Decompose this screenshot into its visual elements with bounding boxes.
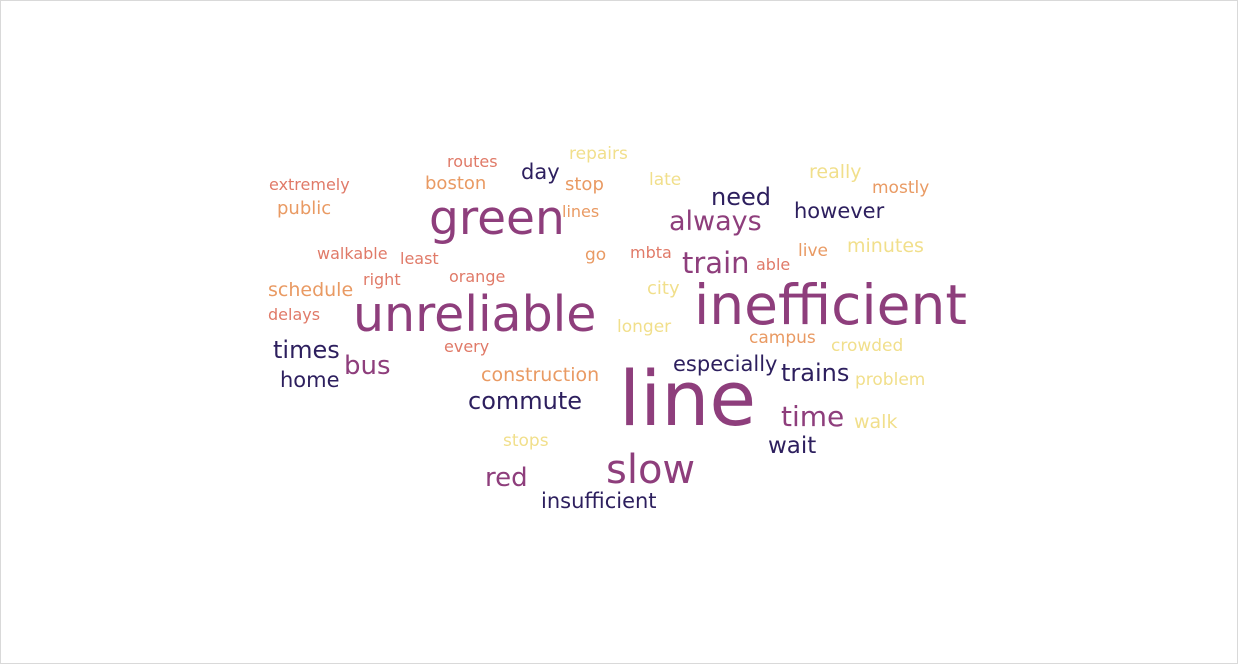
word-lines: lines <box>562 202 600 221</box>
word-need: need <box>711 183 771 211</box>
word-really: really <box>809 161 862 183</box>
word-inefficient: inefficient <box>694 273 967 337</box>
word-able: able <box>756 255 791 274</box>
word-crowded: crowded <box>831 336 904 356</box>
word-city: city <box>647 278 680 299</box>
word-longer: longer <box>617 317 672 337</box>
word-right: right <box>363 270 401 289</box>
word-times: times <box>273 336 340 364</box>
word-home: home <box>280 368 340 392</box>
word-construction: construction <box>481 364 600 386</box>
word-minutes: minutes <box>847 235 924 257</box>
word-commute: commute <box>468 387 583 415</box>
word-bus: bus <box>344 351 391 381</box>
word-stops: stops <box>503 431 549 451</box>
word-every: every <box>444 337 490 356</box>
word-routes: routes <box>447 152 498 171</box>
word-walk: walk <box>854 411 898 433</box>
word-public: public <box>277 198 332 219</box>
word-extremely: extremely <box>269 175 350 194</box>
word-insufficient: insufficient <box>541 489 657 513</box>
word-orange: orange <box>449 267 506 286</box>
word-walkable: walkable <box>317 244 388 263</box>
word-unreliable: unreliable <box>353 286 597 343</box>
word-least: least <box>400 249 439 268</box>
word-boston: boston <box>425 173 487 194</box>
word-mostly: mostly <box>872 178 930 198</box>
word-time: time <box>781 400 845 433</box>
word-schedule: schedule <box>268 279 354 301</box>
word-wait: wait <box>768 433 817 459</box>
word-go: go <box>585 245 607 265</box>
word-red: red <box>485 463 528 493</box>
word-mbta: mbta <box>630 243 672 262</box>
word-late: late <box>649 170 682 190</box>
word-repairs: repairs <box>569 144 628 164</box>
word-trains: trains <box>781 359 850 387</box>
word-day: day <box>521 160 560 184</box>
word-problem: problem <box>855 370 926 390</box>
word-line: line <box>619 354 757 443</box>
word-live: live <box>798 241 828 261</box>
word-especially: especially <box>673 352 778 376</box>
word-train: train <box>682 246 750 280</box>
word-delays: delays <box>268 305 321 324</box>
word-campus: campus <box>749 328 816 348</box>
word-however: however <box>794 199 885 223</box>
word-stop: stop <box>565 174 604 195</box>
word-green: green <box>429 191 565 246</box>
word-slow: slow <box>606 447 696 493</box>
word-always: always <box>669 206 762 237</box>
